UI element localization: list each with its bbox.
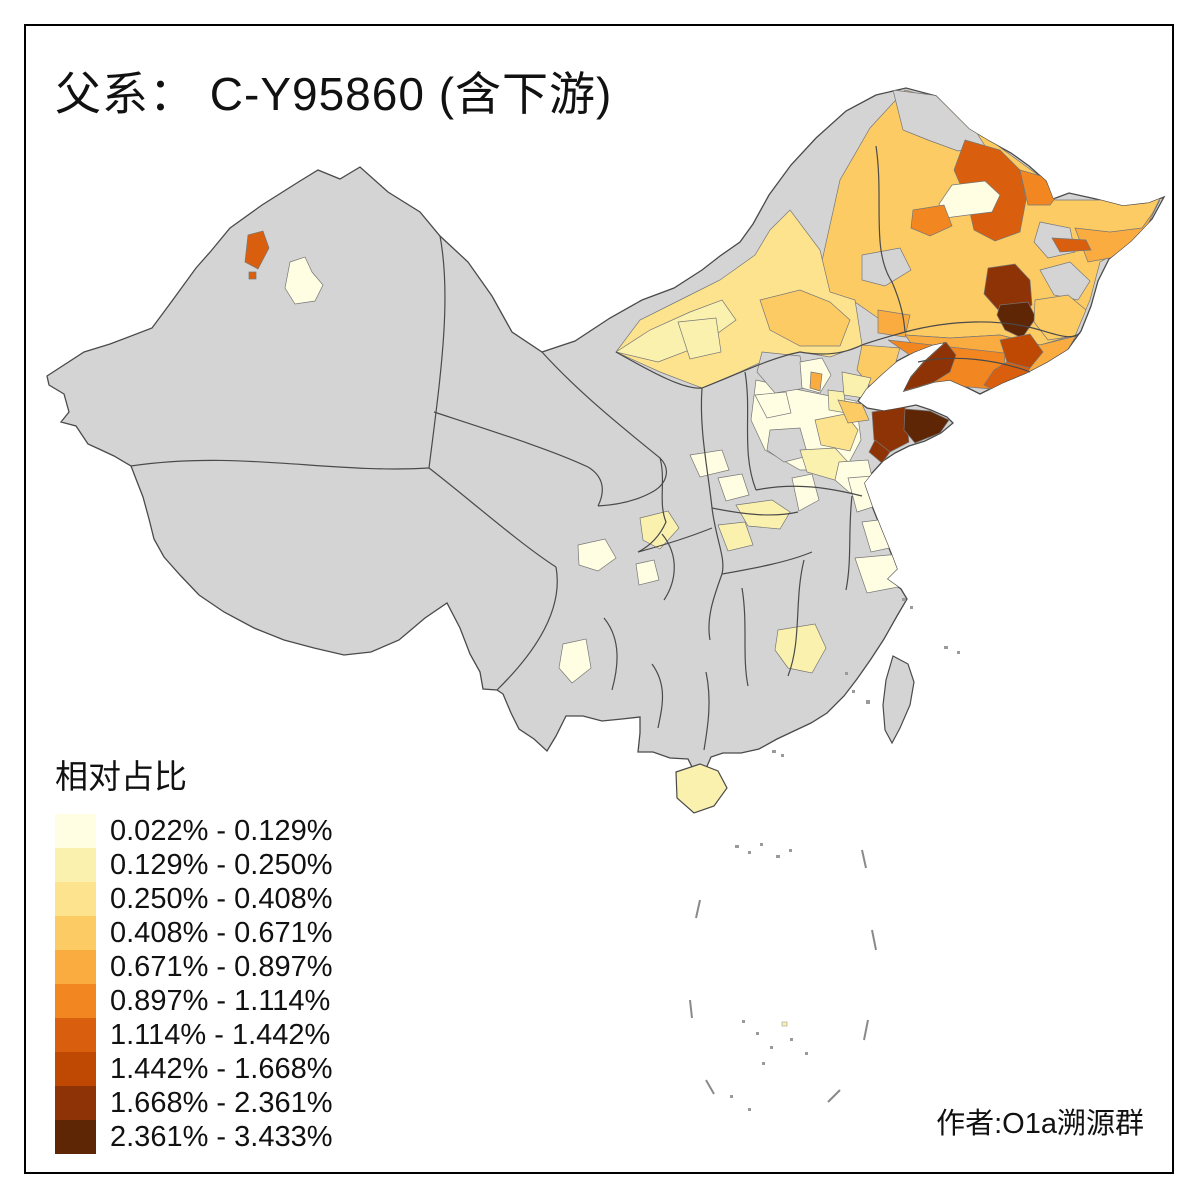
map-title: 父系： C-Y95860 (含下游) bbox=[55, 68, 613, 120]
region-beijing-district bbox=[809, 371, 823, 392]
legend-label: 0.671% - 0.897% bbox=[110, 951, 333, 983]
small-islands bbox=[730, 598, 960, 1111]
region-taiyuan bbox=[754, 391, 792, 419]
legend-label: 0.897% - 1.114% bbox=[110, 985, 331, 1017]
region-henan-c1 bbox=[717, 473, 750, 502]
legend-label: 1.442% - 1.668% bbox=[110, 1053, 333, 1085]
region-chengde-gray bbox=[756, 351, 807, 394]
legend-swatch bbox=[55, 1018, 96, 1052]
legend-row: 0.129% - 0.250% bbox=[55, 848, 332, 882]
legend-row: 0.671% - 0.897% bbox=[55, 950, 332, 984]
hainan-island bbox=[675, 763, 728, 814]
legend-label: 0.250% - 0.408% bbox=[110, 883, 333, 915]
region-chengdu bbox=[577, 538, 617, 572]
region-sichuan-small bbox=[635, 559, 660, 586]
legend-label: 0.129% - 0.250% bbox=[110, 849, 333, 881]
legend-row: 0.408% - 0.671% bbox=[55, 916, 332, 950]
region-east-wing bbox=[1074, 199, 1161, 263]
legend-label: 1.114% - 1.442% bbox=[110, 1019, 331, 1051]
legend-swatch bbox=[55, 1086, 96, 1120]
region-im-darker bbox=[759, 289, 851, 347]
region-im-light bbox=[615, 299, 737, 363]
legend-label: 2.361% - 3.433% bbox=[110, 1121, 333, 1153]
region-xian bbox=[689, 449, 730, 478]
legend-row: 0.022% - 0.129% bbox=[55, 814, 332, 848]
legend-swatch bbox=[55, 848, 96, 882]
legend-swatch bbox=[55, 1052, 96, 1086]
legend-swatch bbox=[55, 882, 96, 916]
region-shandong-c4 bbox=[837, 399, 870, 424]
legend-swatch bbox=[55, 950, 96, 984]
legend: 相对占比 0.022% - 0.129% 0.129% - 0.250% 0.250… bbox=[55, 750, 332, 1154]
legend-swatch bbox=[55, 984, 96, 1018]
region-xilingol-gray bbox=[861, 247, 912, 287]
legend-swatch bbox=[55, 814, 96, 848]
nine-dash-line bbox=[689, 849, 877, 1103]
legend-row: 0.897% - 1.114% bbox=[55, 984, 332, 1018]
legend-row: 0.250% - 0.408% bbox=[55, 882, 332, 916]
legend-row: 2.361% - 3.433% bbox=[55, 1120, 332, 1154]
legend-label: 0.408% - 0.671% bbox=[110, 917, 333, 949]
region-gandongbei bbox=[774, 623, 827, 674]
choropleth-regions bbox=[244, 89, 1161, 684]
region-dalian bbox=[902, 341, 957, 392]
legend-rows: 0.022% - 0.129% 0.129% - 0.250% 0.250% - 0… bbox=[55, 814, 332, 1154]
region-fushun-benxi bbox=[999, 333, 1044, 369]
credit-text: 作者:O1a溯源群 bbox=[936, 1108, 1144, 1140]
region-ordos-pale bbox=[677, 317, 722, 360]
region-kunming bbox=[558, 638, 592, 684]
taiping-island-dot bbox=[781, 1021, 788, 1027]
legend-label: 1.668% - 2.361% bbox=[110, 1087, 333, 1119]
region-karamay bbox=[244, 230, 270, 270]
legend-swatch bbox=[55, 1120, 96, 1154]
legend-row: 1.114% - 1.442% bbox=[55, 1018, 332, 1052]
region-yantai-weihai bbox=[903, 408, 950, 444]
legend-row: 1.442% - 1.668% bbox=[55, 1052, 332, 1086]
legend-title: 相对占比 bbox=[55, 758, 187, 795]
region-chaoyang bbox=[877, 309, 911, 338]
taiwan-island bbox=[882, 655, 915, 745]
legend-label: 0.022% - 0.129% bbox=[110, 815, 333, 847]
region-hebei-gray2 bbox=[766, 427, 809, 463]
region-shandong-c3 bbox=[814, 413, 859, 452]
region-anhui-north bbox=[791, 473, 820, 512]
region-qiqihar bbox=[910, 204, 953, 237]
region-nanyang bbox=[717, 521, 754, 552]
legend-swatch bbox=[55, 916, 96, 950]
province-boundaries bbox=[130, 145, 1081, 751]
region-jiamusi-stripe bbox=[1051, 237, 1092, 253]
legend-row: 1.668% - 2.361% bbox=[55, 1086, 332, 1120]
region-jilin-east-gray bbox=[1039, 261, 1091, 301]
region-changji-cream bbox=[284, 256, 324, 305]
region-karamay-dot bbox=[248, 271, 257, 280]
